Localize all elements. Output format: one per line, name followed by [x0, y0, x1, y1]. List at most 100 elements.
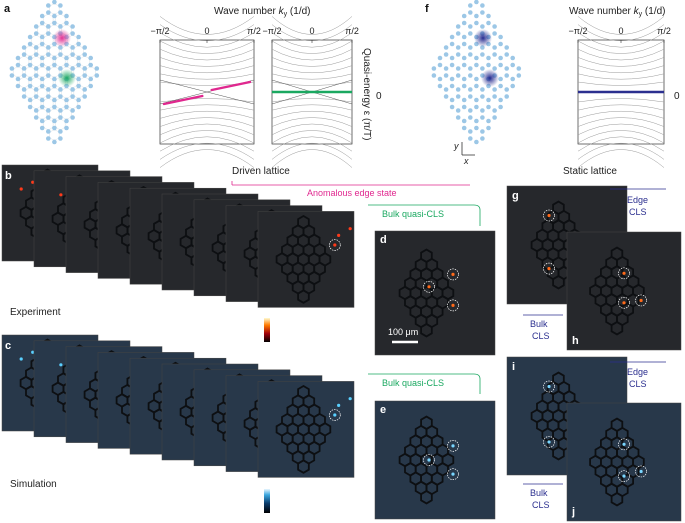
lattice-site: [52, 104, 57, 110]
lattice-site: [480, 136, 485, 141]
lattice-site: [88, 55, 93, 61]
panel-label-g: g: [512, 190, 519, 202]
svg-text:0: 0: [273, 336, 278, 346]
lattice-site: [46, 3, 51, 8]
lattice-site: [437, 55, 443, 61]
lattice-site: [39, 125, 45, 131]
lattice-site: [76, 83, 81, 89]
lattice-site: [39, 41, 45, 47]
lattice-site: [39, 20, 45, 26]
band-ytick-zero: 0: [376, 91, 382, 102]
lattice-site: [21, 94, 27, 99]
lattice-site: [480, 10, 485, 15]
lattice-site: [33, 108, 39, 113]
lattice-site: [82, 87, 87, 92]
lattice-site: [58, 136, 63, 141]
colorbar-simulation: 1 0 Norm. intensity: [264, 485, 319, 517]
lattice-site: [27, 34, 33, 40]
band-diagram-driven-2: [271, 16, 353, 168]
lattice-site: [468, 87, 473, 92]
lattice-site: [486, 125, 491, 131]
lattice-site: [58, 3, 63, 8]
lattice-site: [461, 76, 467, 82]
lattice-site: [58, 24, 63, 29]
lattice-site: [443, 45, 449, 50]
lattice-site: [46, 24, 51, 29]
xtick: π/2: [247, 26, 261, 36]
lattice-site: [474, 0, 479, 5]
lattice-site: [474, 83, 479, 89]
lattice-site: [455, 108, 461, 113]
lattice-site: [492, 24, 497, 29]
lattice-site: [27, 41, 33, 47]
lattice-site: [39, 62, 45, 68]
lattice-site: [82, 94, 87, 99]
lattice-site: [94, 66, 100, 71]
lattice-site: [58, 108, 63, 113]
svg-text:Norm.: Norm.: [285, 324, 310, 334]
lattice-site: [52, 62, 57, 68]
lattice-site: [449, 76, 455, 82]
lattice-site: [455, 66, 461, 71]
lattice-site: [468, 10, 473, 15]
lattice-site: [449, 34, 455, 40]
lattice-site: [88, 76, 93, 82]
lattice-site: [437, 83, 443, 89]
lattice-site: [455, 24, 461, 29]
lattice-site: [492, 115, 497, 120]
lattice-site: [480, 24, 485, 29]
scale-bar-label: 100 μm: [388, 327, 418, 337]
lattice-site: [468, 3, 473, 8]
lattice-site: [449, 97, 455, 103]
lattice-site: [498, 34, 503, 40]
xtick: −π/2: [151, 26, 170, 36]
lattice-site: [431, 66, 437, 71]
lattice-site: [486, 13, 491, 19]
panel-e-image: [374, 400, 496, 520]
lattice-site: [33, 115, 39, 120]
lattice-site: [468, 73, 473, 78]
lattice-site: [449, 104, 455, 110]
lattice-site: [461, 20, 467, 26]
lattice-site: [82, 66, 87, 71]
lattice-site: [39, 76, 45, 82]
lattice-site: [46, 129, 51, 134]
lattice-site: [46, 73, 51, 78]
lattice-site: [468, 108, 473, 113]
lattice-site: [39, 34, 45, 40]
lattice-site: [58, 94, 63, 99]
lattice-site: [27, 83, 33, 89]
colorbar-experiment: 1 0 Norm. intensity: [264, 314, 319, 346]
lattice-site: [461, 13, 467, 19]
svg-text:intensity: intensity: [285, 335, 319, 345]
lattice-site: [504, 94, 510, 99]
lattice-site: [461, 104, 467, 110]
bulk-quasi-cls-label-top: Bulk quasi-CLS: [382, 209, 444, 219]
lattice-site: [76, 104, 81, 110]
svg-text:Bulk: Bulk: [530, 319, 548, 329]
svg-text:Edge: Edge: [627, 367, 648, 377]
lattice-site: [474, 76, 479, 82]
panel-label-b: b: [5, 170, 12, 182]
lattice-site: [480, 94, 485, 99]
lattice-site: [461, 41, 467, 47]
lattice-site: [504, 87, 510, 92]
lattice-site: [443, 66, 449, 71]
lattice-site: [474, 104, 479, 110]
lattice-site: [443, 73, 449, 78]
lattice-site: [461, 118, 467, 124]
lattice-site: [64, 62, 69, 68]
lattice-site: [461, 97, 467, 103]
lattice-site: [46, 45, 51, 50]
lattice-site: [46, 31, 51, 36]
lattice-site: [46, 136, 51, 141]
xticks-box1: −π/2 0 π/2: [151, 26, 261, 36]
lattice-site: [510, 76, 515, 82]
lattice-site: [9, 66, 15, 71]
lattice-site: [461, 62, 467, 68]
lattice-site: [82, 45, 87, 50]
lattice-site: [461, 34, 467, 40]
lattice-site: [9, 73, 15, 78]
lattice-site: [70, 87, 75, 92]
lattice-site: [468, 24, 473, 29]
